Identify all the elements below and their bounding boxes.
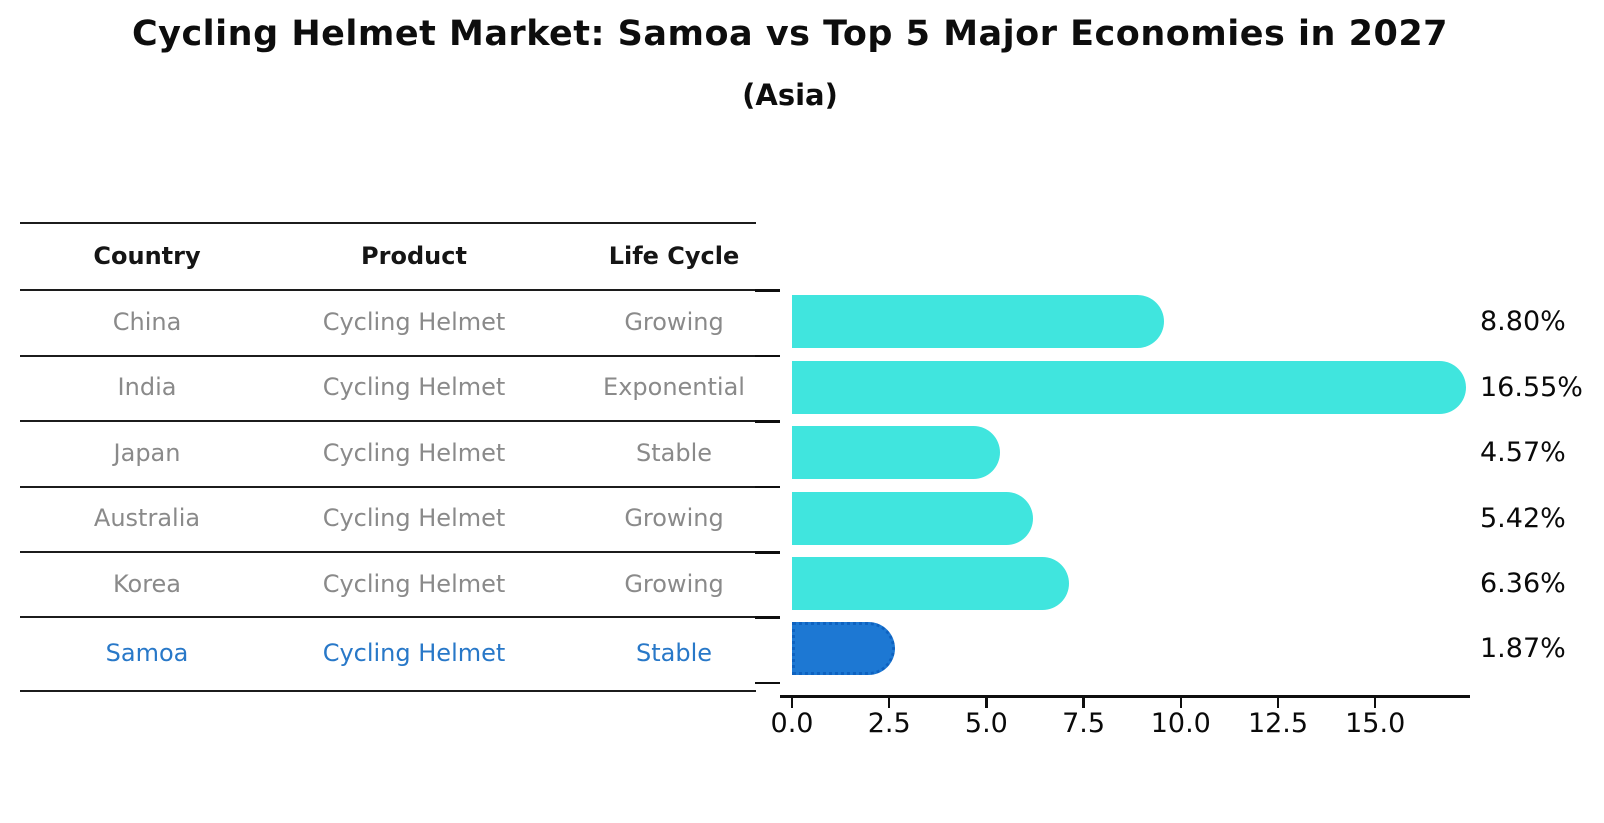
product-cell: Cycling Helmet [322, 569, 506, 598]
x-axis-tick [1082, 698, 1085, 708]
column-header-country: Country [93, 241, 201, 270]
bar-samoa [792, 622, 895, 676]
x-tick-label: 7.5 [1062, 708, 1106, 739]
table-row-korea: Korea Cycling Helmet Growing [20, 551, 756, 616]
x-axis-line [780, 695, 1470, 698]
x-axis-tick [887, 698, 891, 708]
lifecycle-cell: Stable [635, 438, 713, 467]
bar-value-label: 4.57% [1480, 437, 1566, 469]
table-divider-line [20, 690, 756, 692]
y-axis-tick [755, 289, 780, 292]
product-cell: Cycling Helmet [322, 373, 506, 402]
y-axis-tick [755, 551, 780, 554]
y-axis-tick [755, 485, 780, 489]
bar-australia [792, 491, 1033, 545]
product-cell: Cycling Helmet [322, 308, 506, 337]
table-divider-line [20, 616, 756, 619]
y-axis-tick [755, 681, 780, 685]
x-axis-tick [1179, 698, 1183, 708]
column-header-lifecycle: Life Cycle [608, 241, 740, 270]
x-tick-label: 5.0 [964, 708, 1008, 739]
table-header-row: Country Product Life Cycle [20, 222, 756, 289]
x-axis-tick [790, 698, 794, 708]
country-cell: India [117, 373, 177, 402]
table-divider-line [20, 420, 756, 423]
x-tick-label: 15.0 [1345, 708, 1406, 739]
x-tick-label: 0.0 [770, 708, 814, 739]
product-cell: Cycling Helmet [322, 504, 506, 533]
table-row-australia: Australia Cycling Helmet Growing [20, 486, 756, 551]
product-cell: Cycling Helmet [322, 438, 506, 467]
lifecycle-cell: Stable [635, 639, 713, 668]
bar-india [792, 360, 1466, 414]
bar-japan [792, 426, 1000, 480]
table-divider-line [20, 485, 756, 488]
y-axis-tick [755, 354, 780, 358]
x-tick-label: 2.5 [867, 708, 911, 739]
x-tick-label: 10.0 [1150, 708, 1211, 739]
table-divider-line [20, 551, 756, 553]
product-cell: Cycling Helmet [322, 639, 506, 668]
table-row-india: India Cycling Helmet Exponential [20, 355, 756, 420]
x-axis-tick [1373, 698, 1377, 708]
country-cell: Samoa [105, 639, 189, 668]
table-divider-line [20, 222, 756, 224]
table-divider-line [20, 289, 756, 292]
page-title: Cycling Helmet Market: Samoa vs Top 5 Ma… [131, 14, 1449, 54]
bar-value-label: 1.87% [1480, 633, 1566, 665]
table-row-japan: Japan Cycling Helmet Stable [20, 420, 756, 485]
country-cell: China [112, 308, 182, 337]
table-divider-line [20, 354, 756, 357]
table-row-samoa: Samoa Cycling Helmet Stable [20, 616, 756, 690]
country-cell: Japan [113, 438, 181, 467]
country-cell: Korea [112, 569, 182, 598]
table-row-china: China Cycling Helmet Growing [20, 289, 756, 354]
lifecycle-cell: Growing [624, 308, 724, 337]
bar-korea [792, 557, 1070, 610]
x-tick-label: 12.5 [1247, 708, 1309, 739]
page-subtitle: (Asia) [742, 78, 838, 112]
bar-china [792, 295, 1165, 349]
lifecycle-cell: Exponential [603, 373, 745, 402]
country-cell: Australia [93, 504, 201, 533]
bar-value-label: 5.42% [1480, 502, 1566, 534]
x-axis-tick [985, 698, 988, 708]
column-header-product: Product [361, 241, 467, 270]
y-axis-tick [755, 616, 780, 619]
y-axis-tick [755, 420, 780, 423]
bar-value-label: 8.80% [1480, 306, 1566, 338]
lifecycle-cell: Growing [624, 504, 724, 533]
bar-value-label: 16.55% [1480, 371, 1583, 403]
bar-value-label: 6.36% [1480, 568, 1566, 599]
lifecycle-cell: Growing [624, 569, 724, 598]
x-axis-tick [1276, 698, 1280, 708]
